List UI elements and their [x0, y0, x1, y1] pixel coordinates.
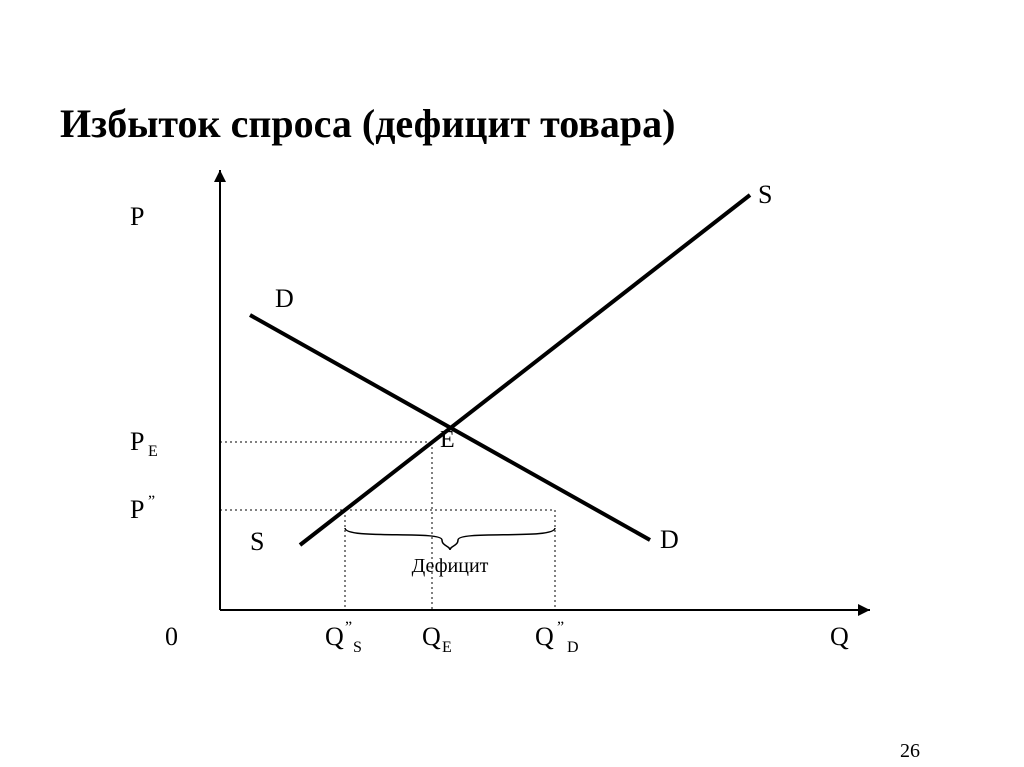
svg-text:Q: Q — [325, 622, 344, 651]
supply-line — [300, 195, 750, 545]
svg-text:P: P — [130, 495, 144, 524]
label-P: P — [130, 202, 144, 231]
svg-text:D: D — [567, 639, 579, 656]
label-Q: Q — [830, 622, 849, 651]
label-D-top: D — [275, 284, 294, 313]
label-E: E — [440, 427, 455, 453]
svg-text:”: ” — [557, 619, 564, 636]
y-arrow — [214, 170, 226, 182]
label-S-top: S — [758, 180, 772, 209]
label-Plow: P” — [130, 493, 155, 524]
x-arrow — [858, 604, 870, 616]
label-origin: 0 — [165, 622, 178, 651]
label-S-bottom: S — [250, 527, 264, 556]
svg-text:”: ” — [148, 493, 155, 510]
svg-text:Q: Q — [535, 622, 554, 651]
svg-text:E: E — [442, 639, 452, 656]
svg-text:E: E — [148, 443, 158, 460]
page-number: 26 — [900, 740, 920, 763]
label-Qd: Q”D — [535, 619, 579, 656]
label-D-bottom: D — [660, 525, 679, 554]
page-title: Избыток спроса (дефицит товара) — [60, 100, 675, 147]
svg-text:S: S — [353, 639, 362, 656]
label-Qs: Q”S — [325, 619, 362, 656]
label-PE: PE — [130, 427, 158, 460]
svg-text:P: P — [130, 427, 144, 456]
svg-text:Q: Q — [422, 622, 441, 651]
shortage-brace — [345, 528, 555, 550]
svg-text:”: ” — [345, 619, 352, 636]
label-Qe: QE — [422, 622, 452, 656]
label-shortage: Дефицит — [412, 555, 489, 577]
